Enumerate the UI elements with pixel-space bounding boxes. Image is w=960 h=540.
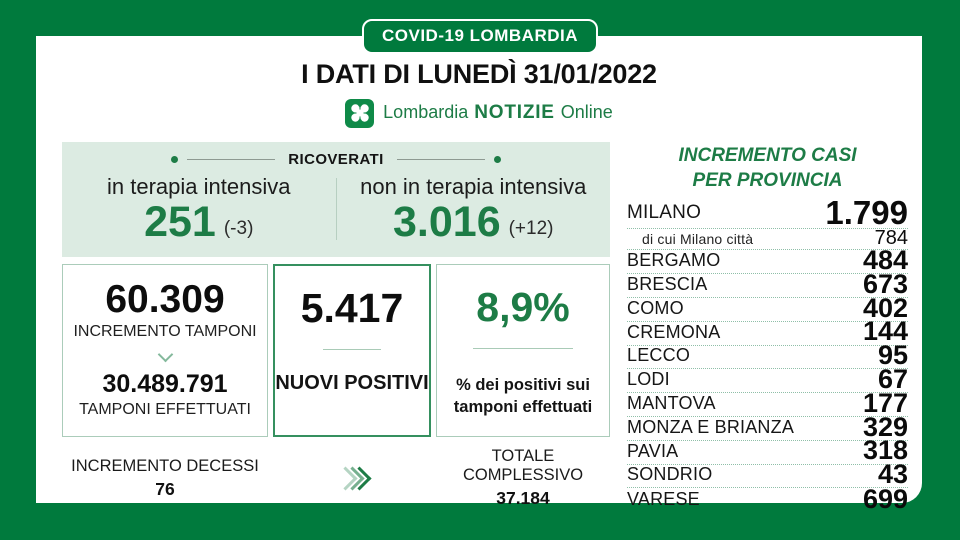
ricoverati-title: RICOVERATI bbox=[288, 151, 384, 168]
vertical-divider bbox=[335, 178, 337, 240]
province-label: CREMONA bbox=[627, 321, 721, 342]
province-row: LODI 67 bbox=[627, 364, 908, 395]
rosa-camuna-icon bbox=[345, 98, 375, 128]
province-row: PAVIA 318 bbox=[627, 435, 908, 466]
province-row: BRESCIA 673 bbox=[627, 268, 908, 299]
non-intensive-care-label: non in terapia intensiva bbox=[360, 174, 587, 199]
page-title: I DATI DI LUNEDÌ 31/01/2022 bbox=[301, 59, 657, 89]
province-row: LECCO 95 bbox=[627, 340, 908, 371]
province-label: PAVIA bbox=[627, 440, 679, 461]
logo-text-lombardia: Lombardia bbox=[383, 102, 469, 122]
percent-positivi-box: 8,9% % dei positivi sui tamponi effettua… bbox=[436, 264, 610, 437]
divider-line bbox=[396, 159, 485, 160]
province-label: SONDRIO bbox=[627, 464, 713, 485]
stats-column: RICOVERATI in terapia intensiva 251 (-3) bbox=[62, 142, 610, 512]
tamponi-increment-value: 60.309 bbox=[105, 278, 225, 321]
tamponi-increment-label: INCREMENTO TAMPONI bbox=[73, 322, 257, 340]
non-intensive-care-delta: (+12) bbox=[508, 218, 554, 239]
province-value: 67 bbox=[877, 364, 908, 395]
stat-boxes-row: 60.309 INCREMENTO TAMPONI 30.489.791 TAM… bbox=[62, 264, 610, 437]
province-value: 329 bbox=[862, 411, 908, 442]
province-value: 177 bbox=[862, 387, 908, 418]
nuovi-positivi-label: NUOVI POSITIVI bbox=[275, 372, 429, 395]
province-value: 144 bbox=[862, 316, 908, 347]
province-row: CREMONA 144 bbox=[627, 316, 908, 347]
province-value: 784 bbox=[874, 227, 908, 250]
province-value: 43 bbox=[877, 459, 908, 490]
province-value: 318 bbox=[862, 435, 908, 466]
province-row: COMO 402 bbox=[627, 292, 908, 323]
incremento-decessi-value: 76 bbox=[155, 478, 175, 499]
intensive-care-value: 251 bbox=[144, 198, 216, 246]
province-label: MANTOVA bbox=[627, 392, 716, 413]
chevrons-right-icon bbox=[268, 465, 436, 491]
province-value: 402 bbox=[862, 292, 908, 323]
totale-complessivo-block: TOTALE COMPLESSIVO 37.184 bbox=[436, 447, 610, 509]
percent-positivi-label: % dei positivi sui tamponi effettuati bbox=[453, 376, 593, 417]
non-intensive-care-value: 3.016 bbox=[393, 198, 501, 246]
deaths-summary-row: INCREMENTO DECESSI 76 TOTALE COMPLESSIVO… bbox=[62, 447, 610, 509]
bullet-icon bbox=[171, 156, 179, 163]
non-intensive-care-block: non in terapia intensiva 3.016 (+12) bbox=[337, 174, 611, 244]
intensive-care-label: in terapia intensiva bbox=[107, 174, 291, 199]
province-row: SONDRIO 43 bbox=[627, 459, 908, 490]
province-value: 484 bbox=[862, 245, 908, 276]
nuovi-positivi-box: 5.417 NUOVI POSITIVI bbox=[273, 264, 431, 437]
ricoverati-panel: RICOVERATI in terapia intensiva 251 (-3) bbox=[62, 142, 610, 257]
province-row: MILANO 1.799 bbox=[627, 194, 908, 232]
ricoverati-header: RICOVERATI bbox=[62, 151, 610, 168]
province-row: BERGAMO 484 bbox=[627, 245, 908, 276]
province-value: 699 bbox=[862, 484, 908, 515]
province-label: BERGAMO bbox=[627, 250, 721, 271]
province-label: BRESCIA bbox=[627, 273, 708, 294]
tamponi-box: 60.309 INCREMENTO TAMPONI 30.489.791 TAM… bbox=[62, 264, 268, 437]
totale-complessivo-value: 37.184 bbox=[496, 488, 550, 508]
province-label: MONZA E BRIANZA bbox=[627, 416, 795, 437]
province-table: MILANO 1.799 di cui Milano città 784 BER… bbox=[627, 194, 908, 515]
intensive-care-block: in terapia intensiva 251 (-3) bbox=[62, 174, 336, 244]
totale-complessivo-label: TOTALE COMPLESSIVO bbox=[462, 447, 584, 484]
lombardia-notizie-logo: Lombardia NOTIZIE Online bbox=[36, 97, 922, 129]
province-label: LODI bbox=[627, 369, 670, 390]
province-label: COMO bbox=[627, 297, 684, 318]
tamponi-total-label: TAMPONI EFFETTUATI bbox=[79, 400, 251, 418]
logo-text: Lombardia NOTIZIE Online bbox=[383, 102, 613, 124]
province-heading-line2: PER PROVINCIA bbox=[692, 169, 843, 191]
divider-line bbox=[473, 348, 573, 350]
province-value: 673 bbox=[862, 268, 908, 299]
content-area: I DATI DI LUNEDÌ 31/01/2022 bbox=[36, 36, 922, 513]
logo-text-notizie: NOTIZIE bbox=[474, 102, 555, 123]
province-label: LECCO bbox=[627, 345, 691, 366]
province-label: VARESE bbox=[627, 489, 700, 510]
logo-text-online: Online bbox=[560, 102, 613, 122]
chevron-down-icon bbox=[157, 346, 173, 363]
divider-line bbox=[323, 349, 381, 351]
province-row: di cui Milano città 784 bbox=[627, 227, 908, 251]
province-label: di cui Milano città bbox=[642, 231, 754, 248]
divider-line bbox=[187, 159, 276, 160]
main-layout: RICOVERATI in terapia intensiva 251 (-3) bbox=[62, 142, 908, 515]
province-row: MONZA E BRIANZA 329 bbox=[627, 411, 908, 442]
province-row: VARESE 699 bbox=[627, 484, 908, 515]
province-value: 95 bbox=[877, 340, 908, 371]
province-panel: INCREMENTO CASI PER PROVINCIA MILANO 1.7… bbox=[627, 142, 908, 515]
province-heading: INCREMENTO CASI PER PROVINCIA bbox=[627, 144, 908, 193]
bullet-icon bbox=[493, 156, 501, 163]
nuovi-positivi-value: 5.417 bbox=[300, 285, 404, 331]
incremento-decessi-block: INCREMENTO DECESSI 76 bbox=[62, 457, 268, 500]
incremento-decessi-label: INCREMENTO DECESSI bbox=[71, 456, 259, 475]
tamponi-total-value: 30.489.791 bbox=[102, 369, 228, 398]
percent-positivi-value: 8,9% bbox=[476, 284, 570, 330]
province-value: 1.799 bbox=[825, 194, 908, 232]
covid-banner-pill: COVID-19 LOMBARDIA bbox=[361, 19, 599, 54]
intensive-care-delta: (-3) bbox=[223, 218, 254, 239]
province-row: MANTOVA 177 bbox=[627, 387, 908, 418]
province-heading-line1: INCREMENTO CASI bbox=[678, 145, 857, 166]
province-label: MILANO bbox=[627, 202, 702, 224]
